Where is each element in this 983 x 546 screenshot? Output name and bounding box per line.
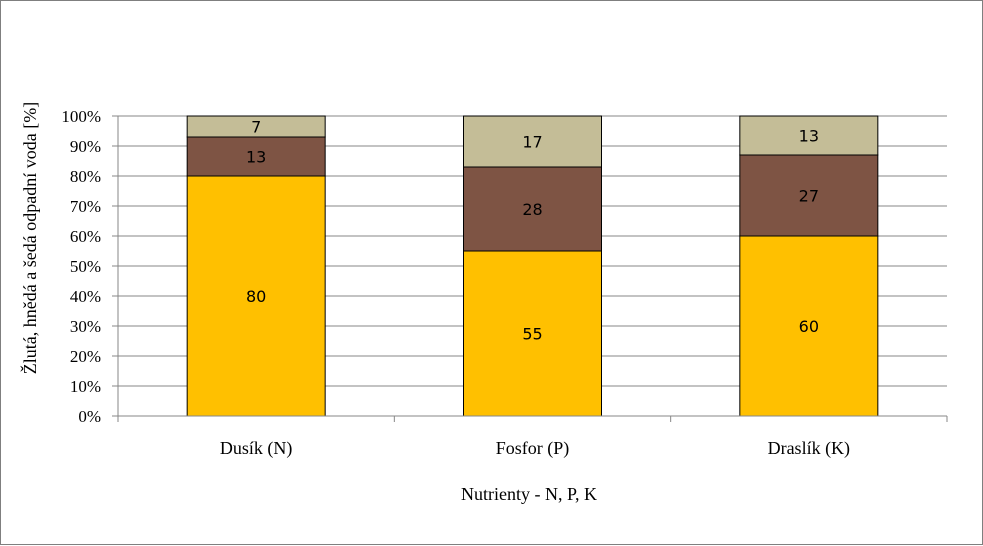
y-tick-label: 20% — [70, 347, 101, 366]
data-label: 60 — [799, 317, 819, 336]
y-tick-label: 100% — [61, 107, 101, 126]
y-tick-label: 40% — [70, 287, 101, 306]
y-tick-label: 90% — [70, 137, 101, 156]
category-label: Fosfor (P) — [496, 438, 570, 459]
data-label: 13 — [799, 127, 819, 146]
bar-segment — [186, 136, 326, 177]
bar-segment — [463, 115, 602, 168]
category-label: Dusík (N) — [220, 438, 293, 459]
bar-segment — [463, 166, 602, 252]
data-labels: 80 13 7 55 28 17 60 27 13 — [246, 118, 819, 344]
y-tick-label: 10% — [70, 377, 101, 396]
y-tick-label: 0% — [78, 407, 101, 426]
y-tick-label: 60% — [70, 227, 101, 246]
y-tick-label: 80% — [70, 167, 101, 186]
bar-segment — [186, 115, 326, 138]
x-axis-title: Nutrienty - N, P, K — [461, 484, 597, 504]
bars — [186, 115, 879, 417]
axes: 0% 10% 20% 30% 40% 50% 60% 70% 80% 90% 100% Dusík (… — [61, 107, 948, 459]
category-label: Draslík (K) — [768, 438, 850, 459]
y-tick-label: 50% — [70, 257, 101, 276]
data-label: 27 — [799, 187, 819, 206]
y-tick-label: 70% — [70, 197, 101, 216]
data-label: 17 — [522, 133, 542, 152]
data-label: 13 — [246, 148, 266, 167]
data-label: 80 — [246, 287, 266, 306]
data-label: 28 — [522, 200, 542, 219]
bar-segment — [739, 154, 879, 237]
y-axis-title: Žlutá, hnědá a šedá odpadní voda [%] — [19, 102, 40, 374]
y-tick-label: 30% — [70, 317, 101, 336]
bar-segment — [463, 250, 602, 417]
bar-segment — [739, 115, 879, 156]
data-label: 55 — [522, 325, 542, 344]
data-label: 7 — [251, 118, 261, 137]
